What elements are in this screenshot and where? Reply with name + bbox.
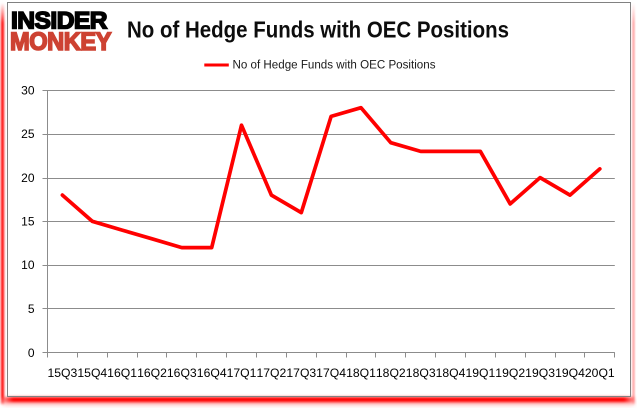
svg-text:No of Hedge Funds with OEC Pos: No of Hedge Funds with OEC Positions xyxy=(127,17,509,43)
svg-text:20: 20 xyxy=(21,171,35,185)
svg-text:18Q3: 18Q3 xyxy=(406,366,436,380)
svg-text:18Q4: 18Q4 xyxy=(436,366,466,380)
svg-text:19Q3: 19Q3 xyxy=(525,366,555,380)
svg-text:10: 10 xyxy=(21,258,35,272)
svg-text:18Q1: 18Q1 xyxy=(346,366,376,380)
svg-text:15Q3: 15Q3 xyxy=(48,366,78,380)
svg-text:16Q2: 16Q2 xyxy=(137,366,167,380)
svg-text:15: 15 xyxy=(21,215,35,229)
svg-text:0: 0 xyxy=(28,346,35,360)
svg-text:5: 5 xyxy=(28,302,35,316)
svg-text:19Q2: 19Q2 xyxy=(495,366,525,380)
svg-text:17Q2: 17Q2 xyxy=(257,366,287,380)
svg-text:INSIDER: INSIDER xyxy=(11,8,107,35)
svg-text:17Q4: 17Q4 xyxy=(316,366,346,380)
svg-text:16Q3: 16Q3 xyxy=(167,366,197,380)
svg-text:19Q4: 19Q4 xyxy=(555,366,585,380)
svg-text:20Q1: 20Q1 xyxy=(585,366,615,380)
svg-text:17Q3: 17Q3 xyxy=(286,366,316,380)
svg-text:25: 25 xyxy=(21,127,35,141)
svg-text:19Q1: 19Q1 xyxy=(466,366,496,380)
svg-text:No of Hedge Funds with OEC Pos: No of Hedge Funds with OEC Positions xyxy=(233,60,436,72)
svg-text:16Q1: 16Q1 xyxy=(107,366,137,380)
svg-text:30: 30 xyxy=(21,84,35,98)
svg-text:MONKEY: MONKEY xyxy=(10,28,112,56)
svg-text:18Q2: 18Q2 xyxy=(376,366,406,380)
svg-text:15Q4: 15Q4 xyxy=(77,366,107,380)
svg-text:17Q1: 17Q1 xyxy=(227,366,257,380)
svg-text:16Q4: 16Q4 xyxy=(197,366,227,380)
